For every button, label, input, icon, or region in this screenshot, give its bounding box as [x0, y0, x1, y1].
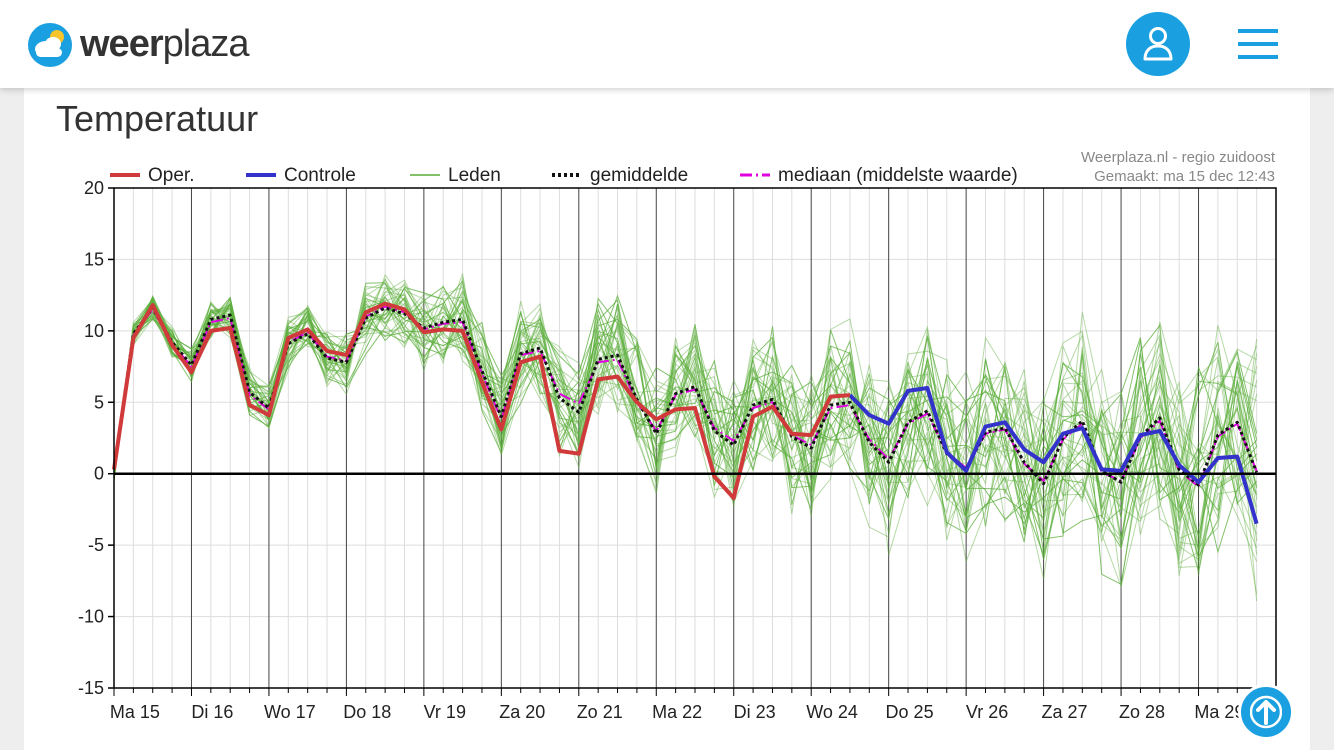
ensemble-member-line: [113, 273, 1257, 561]
legend-label: Controle: [284, 165, 356, 186]
x-tick-label: Vr 19: [424, 702, 466, 722]
ensemble-member-line: [113, 297, 1257, 550]
y-tick-label: 10: [84, 321, 104, 341]
y-tick-label: 15: [84, 249, 104, 269]
legend-label: Leden: [448, 165, 501, 186]
series-line-gemiddelde: [112, 306, 1258, 487]
y-tick-label: 0: [94, 464, 104, 484]
arrow-up-icon: [1250, 695, 1282, 729]
ensemble-member-line: [113, 282, 1258, 562]
ensemble-member-line: [113, 286, 1258, 533]
legend-label: mediaan (middelste waarde): [778, 165, 1018, 186]
y-tick-label: 20: [84, 178, 104, 198]
user-icon: [1143, 27, 1173, 61]
hamburger-bar-icon: [1238, 42, 1278, 46]
hamburger-bar-icon: [1238, 55, 1278, 59]
x-tick-label: Do 18: [343, 702, 391, 722]
ensemble-member-line: [113, 291, 1258, 531]
x-tick-label: Wo 17: [264, 702, 316, 722]
temperature-card: Temperatuur 20 15 10 5 0 -5 -10 -15 Ma 15 Di 16 Wo…: [24, 88, 1310, 750]
hamburger-bar-icon: [1238, 29, 1278, 33]
weerplaza-logo[interactable]: weerplaza: [28, 20, 250, 68]
ensemble-member-line: [113, 300, 1258, 555]
x-tick-label: Ma 15: [110, 702, 160, 722]
ensemble-member-line: [113, 286, 1258, 572]
series-line-mediaan: [113, 305, 1258, 488]
scroll-top-button[interactable]: [1238, 684, 1294, 740]
ensemble-member-line: [113, 297, 1258, 586]
logo-text-bold: weer: [80, 23, 164, 65]
legend-label: Oper.: [148, 165, 194, 186]
x-tick-label: Do 25: [886, 702, 934, 722]
logo-text: weerplaza: [80, 23, 250, 65]
ensemble-member-line: [113, 277, 1258, 562]
ensemble-member-line: [113, 302, 1258, 602]
x-tick-label: Zo 28: [1119, 702, 1165, 722]
made-text: Gemaakt: ma 15 dec 12:43: [1094, 168, 1275, 185]
source-text: Weerplaza.nl - regio zuidoost: [1081, 149, 1276, 166]
x-tick-label: Za 20: [499, 702, 545, 722]
logo-text-light: plaza: [162, 23, 250, 65]
ensemble-member-line: [113, 295, 1257, 554]
y-tick-label: -15: [78, 678, 104, 698]
x-tick-label: Vr 26: [966, 702, 1008, 722]
ensemble-member-line: [113, 286, 1258, 541]
x-tick-label: Za 27: [1042, 702, 1088, 722]
ensemble-member-line: [113, 290, 1258, 550]
legend: Oper. Controle Leden gemiddelde mediaan (mid…: [110, 149, 1276, 186]
y-tick-label: -5: [88, 535, 104, 555]
x-tick-label: Di 16: [191, 702, 233, 722]
ensemble-member-line: [113, 291, 1258, 577]
card-title: Temperatuur: [56, 98, 259, 139]
top-bar: weerplaza: [0, 0, 1334, 88]
ensemble-member-line: [113, 294, 1257, 543]
x-tick-label: Ma 22: [652, 702, 702, 722]
y-tick-label: 5: [94, 392, 104, 412]
y-tick-label: -10: [78, 607, 104, 627]
ensemble-members: [113, 273, 1258, 602]
temperature-chart: 20 15 10 5 0 -5 -10 -15 Ma 15 Di 16 Wo 17 Do 18 Vr 1…: [78, 149, 1277, 722]
legend-label: gemiddelde: [590, 165, 688, 186]
ensemble-member-line: [113, 284, 1258, 518]
x-tick-label: Zo 21: [577, 702, 623, 722]
x-tick-label: Wo 24: [806, 702, 858, 722]
x-tick-label: Ma 29: [1194, 702, 1244, 722]
series-line-oper: [112, 301, 851, 500]
ensemble-member-line: [113, 301, 1258, 548]
axes: 20 15 10 5 0 -5 -10 -15 Ma 15 Di 16 Wo 17 Do 18 Vr 1…: [78, 178, 1277, 722]
account-button[interactable]: [1126, 12, 1190, 76]
logo-cloud-icon: [28, 23, 72, 67]
ensemble-member-line: [113, 281, 1257, 548]
ensemble-member-line: [113, 273, 1258, 561]
x-tick-label: Di 23: [734, 702, 776, 722]
ensemble-member-line: [113, 296, 1258, 535]
menu-button[interactable]: [1234, 24, 1282, 64]
